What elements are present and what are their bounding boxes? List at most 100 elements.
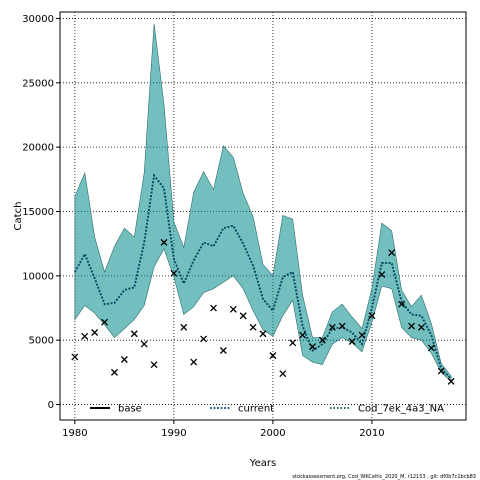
base-point [408, 322, 415, 330]
base-point-stroke [309, 343, 316, 351]
y-tick-label: 5000 [29, 336, 54, 347]
base-point [279, 370, 287, 378]
base-point-stroke [180, 323, 188, 331]
base-point [398, 300, 406, 308]
base-point [130, 330, 138, 338]
base-point [140, 340, 148, 348]
base-point [358, 331, 366, 339]
base-point [190, 358, 198, 366]
base-point-stroke [140, 340, 148, 348]
base-point [229, 305, 237, 313]
base-point [170, 269, 178, 277]
x-tick-label: 2010 [359, 428, 384, 439]
base-point-stroke [299, 331, 307, 339]
band-area [74, 23, 452, 383]
base-point [368, 312, 376, 320]
base-point [378, 271, 386, 279]
base-point-stroke [219, 347, 227, 354]
y-tick-label: 20000 [22, 143, 54, 154]
plot-frame [59, 11, 467, 421]
base-point-stroke [170, 269, 178, 277]
base-point [111, 368, 118, 376]
series-lines [74, 173, 452, 380]
base-point [447, 377, 455, 385]
base-point-stroke [368, 312, 376, 320]
base-point [249, 323, 257, 331]
base-point [120, 356, 128, 363]
base-point-stroke [120, 356, 128, 363]
base-point-stroke [279, 370, 287, 378]
base-point-stroke [398, 300, 406, 308]
legend: base current Cod_7ek_4a3_NA [90, 404, 444, 415]
base-point-stroke [200, 335, 208, 343]
base-point [71, 353, 79, 361]
y-tick-label: 15000 [22, 207, 54, 218]
base-point [219, 347, 227, 354]
base-point-stroke [210, 304, 217, 312]
base-point-stroke [239, 312, 247, 320]
base-point-stroke [338, 322, 346, 330]
base-point-stroke [318, 336, 326, 344]
base-point-stroke [91, 329, 99, 336]
base-point [81, 332, 89, 340]
base-point-stroke [378, 271, 386, 279]
base-point [348, 338, 356, 345]
base-point-stroke [130, 330, 138, 338]
base-point-stroke [269, 352, 277, 360]
base-point-stroke [190, 358, 198, 366]
legend-label: Cod_7ek_4a3_NA [358, 404, 444, 415]
base-point [101, 318, 109, 326]
base-point-stroke [111, 368, 118, 376]
base-point [200, 335, 208, 343]
base-point [338, 322, 346, 330]
confidence-band [74, 23, 452, 383]
legend-item: current [210, 404, 274, 415]
base-point-stroke [81, 332, 89, 340]
y-tick-label: 10000 [22, 271, 54, 282]
base-point-stroke [447, 377, 455, 385]
legend-label: current [238, 404, 274, 415]
base-point-stroke [408, 322, 415, 330]
base-point [150, 361, 158, 369]
base-point [417, 323, 425, 331]
legend-item: Cod_7ek_4a3_NA [330, 404, 444, 415]
y-axis-title: Catch [13, 202, 24, 231]
base-point-stroke [427, 344, 435, 352]
base-point [269, 352, 277, 360]
base-point [328, 323, 336, 331]
base-point [437, 367, 445, 375]
y-tick-label: 25000 [22, 78, 54, 89]
footer-note: stockassessment.org, Cod_WKCeltic_2020_M… [292, 474, 476, 480]
base-point [210, 304, 217, 312]
base-point-stroke [101, 318, 109, 326]
y-tick-label: 30000 [22, 14, 54, 25]
legend-label: base [118, 404, 142, 415]
base-point [259, 330, 267, 338]
base-point-stroke [417, 323, 425, 331]
base-point-stroke [160, 238, 168, 246]
base-point-stroke [437, 367, 445, 375]
grid [60, 12, 466, 420]
base-point-stroke [249, 323, 257, 331]
base-point-stroke [328, 323, 336, 331]
base-point-stroke [150, 361, 158, 369]
axis-ticks: 1980 1990 2000 2010 0 5000 10000 15000 20000 2500… [22, 14, 384, 439]
base-point-stroke [348, 338, 356, 345]
base-point-stroke [388, 249, 396, 257]
base-point-stroke [71, 353, 79, 361]
x-tick-label: 2000 [260, 428, 285, 439]
base-point-stroke [259, 330, 267, 338]
base-point [309, 343, 316, 351]
y-tick-label: 0 [48, 400, 54, 411]
base-point [289, 339, 297, 347]
base-point [427, 344, 435, 352]
base-point [160, 238, 168, 246]
base-point-stroke [229, 305, 237, 313]
base-point [91, 329, 99, 336]
x-tick-label: 1980 [62, 428, 87, 439]
series-line-cod-7ek-4a3-na [74, 173, 452, 380]
base-point [318, 336, 326, 344]
x-tick-label: 1990 [161, 428, 186, 439]
base-point [180, 323, 188, 331]
